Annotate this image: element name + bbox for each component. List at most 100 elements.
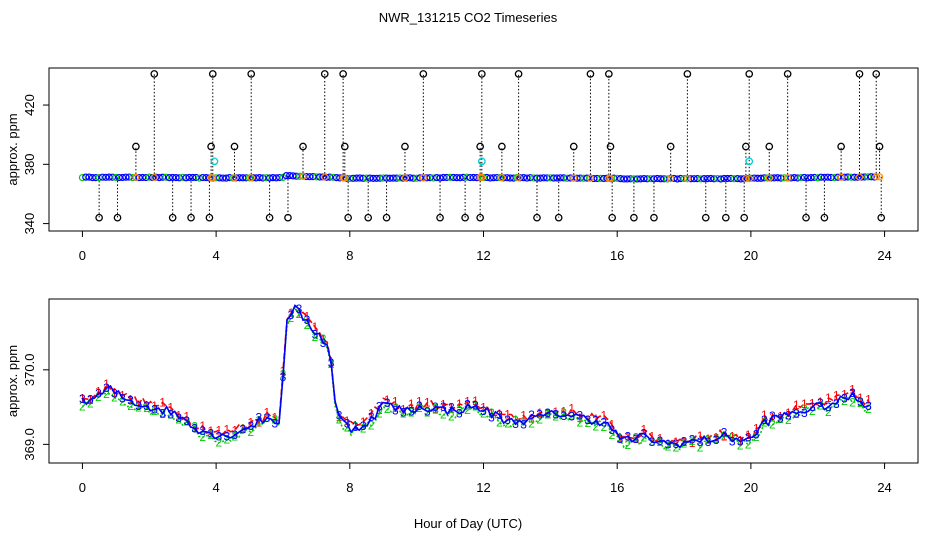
- baseline-point: [613, 174, 621, 182]
- baseline-point: [169, 173, 177, 182]
- baseline-point: [276, 173, 284, 182]
- baseline-point: [292, 172, 300, 180]
- series-point-3: 3: [817, 396, 824, 410]
- baseline-point: [329, 173, 337, 181]
- baseline-point: [155, 174, 163, 182]
- series-point-1: 1: [777, 409, 784, 423]
- series-point-3: 3: [95, 387, 102, 401]
- spike-mid-point: [742, 142, 750, 151]
- spike-low-point: [554, 213, 563, 222]
- baseline-point: [717, 175, 725, 183]
- series-point-2: 2: [825, 405, 832, 419]
- baseline-point: [673, 175, 681, 183]
- series-point-1: 1: [528, 412, 535, 426]
- baseline-point: [219, 174, 227, 182]
- bottom-ylabel: approx. ppm: [5, 345, 20, 417]
- baseline-point: [145, 173, 153, 181]
- series-point-1: 1: [151, 399, 158, 413]
- series-point-3: 3: [416, 399, 423, 413]
- baseline-point: [727, 174, 735, 183]
- baseline-point: [115, 173, 123, 182]
- series-point-3: 3: [625, 429, 632, 443]
- baseline-point: [864, 173, 872, 181]
- series-point-1: 1: [801, 397, 808, 411]
- series-point-3: 3: [368, 410, 375, 424]
- series-point-3: 3: [665, 437, 672, 451]
- series-point-3: 3: [689, 433, 696, 447]
- baseline-point: [687, 175, 695, 183]
- series-point-2: 2: [368, 419, 375, 433]
- series-point-3: 3: [392, 403, 399, 417]
- baseline-point: [506, 174, 514, 182]
- spike-mid-point: [666, 142, 675, 151]
- series-point-3: 3: [608, 423, 615, 437]
- baseline-point: [556, 174, 564, 182]
- baseline-flag-point: [586, 174, 595, 182]
- series-point-3: 3: [721, 426, 728, 440]
- series-point-1: 1: [424, 396, 431, 410]
- spike-mid-point: [569, 142, 578, 151]
- baseline-point: [677, 174, 685, 183]
- baseline-point: [566, 174, 575, 182]
- top-ytick-label: 420: [22, 94, 37, 116]
- series-point-1: 1: [159, 396, 166, 410]
- baseline-point: [757, 174, 765, 182]
- bottom-xtick-label: 0: [79, 480, 86, 495]
- series-point-3: 3: [248, 419, 255, 433]
- baseline-point: [540, 174, 548, 182]
- baseline-point: [810, 173, 818, 182]
- baseline-point: [225, 173, 234, 182]
- series-point-2: 2: [552, 409, 559, 423]
- series-point-1: 1: [408, 397, 415, 411]
- baseline-point: [700, 175, 708, 183]
- spike-high-point: [604, 70, 613, 78]
- baseline-point: [102, 173, 110, 181]
- baseline-flag-point: [875, 173, 884, 181]
- series-line-3: [81, 304, 869, 449]
- series-point-1: 1: [400, 402, 407, 416]
- baseline-point: [309, 173, 317, 181]
- series-point-3: 3: [785, 409, 792, 423]
- series-point-1: 1: [689, 436, 696, 450]
- baseline-point: [416, 174, 424, 182]
- baseline-flag-point: [247, 174, 255, 182]
- baseline-point: [142, 173, 150, 182]
- top-xtick-label: 0: [79, 248, 86, 263]
- cyan-point: [745, 157, 754, 166]
- series-point-3: 3: [231, 428, 238, 442]
- series-point-3: 3: [223, 430, 230, 444]
- baseline-point: [620, 175, 628, 183]
- series-point-3: 3: [528, 408, 535, 422]
- series-point-1: 1: [191, 421, 198, 435]
- series-point-2: 2: [272, 413, 279, 427]
- series-point-3: 3: [769, 409, 776, 423]
- series-point-1: 1: [360, 415, 367, 429]
- series-point-2: 2: [761, 415, 768, 429]
- series-point-3: 3: [215, 430, 222, 444]
- series-point-2: 2: [248, 425, 255, 439]
- spike-low-point: [630, 213, 638, 222]
- series-point-2: 2: [689, 434, 696, 448]
- series-point-3: 3: [183, 414, 190, 428]
- spike-high-point: [419, 70, 428, 78]
- baseline-point: [797, 174, 805, 182]
- series-point-3: 3: [713, 433, 720, 447]
- spike-low-point: [820, 213, 829, 222]
- series-point-3: 3: [352, 420, 359, 434]
- series-point-1: 1: [793, 398, 800, 412]
- baseline-point: [550, 174, 558, 182]
- bottom-xtick-label: 12: [476, 480, 490, 495]
- series-point-3: 3: [175, 411, 182, 425]
- series-point-3: 3: [87, 393, 94, 407]
- spike-mid-point: [498, 142, 506, 151]
- baseline-point: [830, 174, 839, 182]
- series-point-1: 1: [697, 429, 704, 443]
- top-panel: approx. ppm 0 4 8 12 16 20 24 340 380 420: [5, 67, 919, 263]
- baseline-point: [533, 174, 541, 182]
- baseline-point: [523, 174, 531, 182]
- series-point-2: 2: [785, 413, 792, 427]
- baseline-point: [429, 174, 437, 182]
- series-point-3: 3: [681, 435, 688, 449]
- baseline-flag-point: [784, 174, 792, 182]
- baseline-point: [199, 173, 207, 182]
